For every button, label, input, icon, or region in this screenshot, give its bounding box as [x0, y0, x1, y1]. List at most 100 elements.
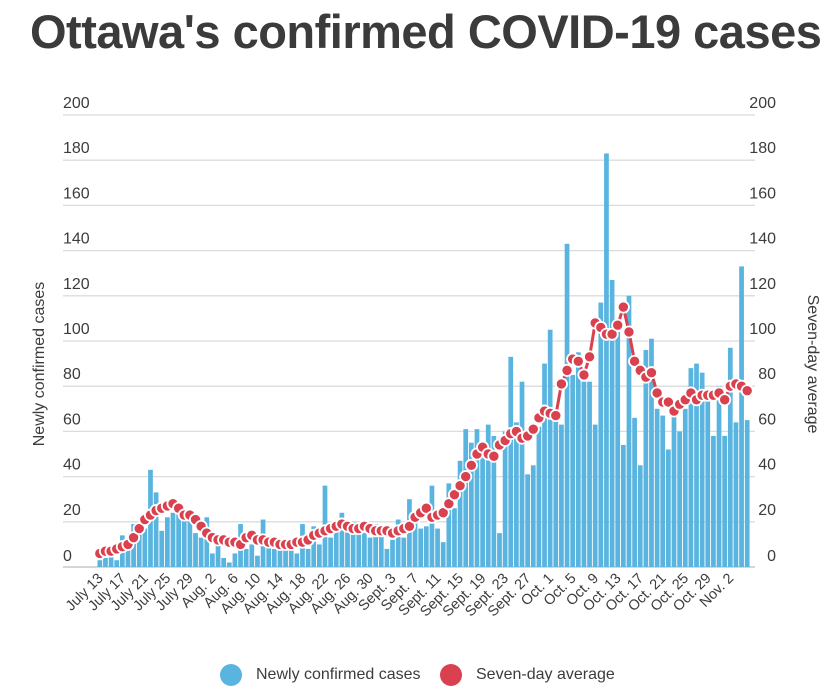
bar: [215, 537, 221, 567]
bar: [429, 485, 435, 567]
bar: [210, 553, 215, 567]
average-point: [419, 501, 433, 515]
bar: [739, 266, 744, 567]
bar: [367, 537, 373, 567]
bar: [643, 350, 649, 567]
average-point: [132, 522, 146, 536]
y-tick-left: 80: [63, 366, 81, 383]
bar: [626, 295, 632, 567]
average-point: [605, 327, 619, 341]
page-title: Ottawa's confirmed COVID-19 cases: [30, 5, 822, 58]
average-point: [526, 422, 540, 436]
y-tick-left: 100: [63, 321, 90, 338]
bar: [620, 444, 626, 567]
legend-label-average: Seven-day average: [476, 666, 615, 683]
bar: [170, 512, 176, 567]
bar: [536, 426, 542, 567]
average-point: [453, 479, 467, 493]
bar: [733, 422, 739, 567]
average-point: [549, 409, 563, 423]
y-axis-left-ticks: 0 20 40 60 80 100 120 140 160 180 200: [63, 95, 90, 565]
y-tick-right: 60: [758, 411, 776, 428]
average-point: [644, 366, 658, 380]
average-point: [487, 449, 501, 463]
bar: [491, 435, 497, 567]
legend-item-average: Seven-day average: [440, 660, 615, 690]
bar: [694, 363, 699, 567]
bar: [418, 528, 424, 567]
bar: [136, 533, 142, 567]
bar: [328, 537, 333, 567]
bar: [333, 530, 339, 567]
bar: [457, 460, 463, 567]
bar: [440, 542, 446, 567]
y-tick-right: 20: [758, 502, 776, 519]
bar: [632, 417, 637, 567]
y-tick-left: 60: [63, 411, 81, 428]
bar: [243, 548, 249, 567]
average-point: [436, 506, 450, 520]
bar: [221, 557, 227, 567]
bar: [480, 449, 485, 567]
bar: [165, 517, 170, 567]
bar: [271, 548, 277, 567]
bar: [266, 546, 272, 567]
bar: [339, 512, 345, 567]
bar: [587, 381, 592, 567]
bar: [362, 528, 367, 567]
y-tick-left: 0: [63, 548, 72, 565]
bar: [283, 544, 288, 567]
y-tick-right: 120: [749, 276, 776, 293]
bar: [542, 363, 547, 567]
bar: [604, 153, 609, 568]
y-tick-right: 180: [749, 140, 776, 157]
bar: [142, 528, 148, 567]
bar: [407, 499, 412, 567]
bar: [356, 528, 362, 567]
bar: [305, 548, 311, 567]
average-point: [560, 363, 574, 377]
y-tick-right: 200: [749, 95, 776, 112]
bar: [744, 420, 750, 567]
bar: [446, 483, 452, 567]
bar: [682, 408, 688, 567]
y-tick-left: 40: [63, 457, 81, 474]
bar: [463, 429, 469, 567]
average-point: [577, 368, 591, 382]
bar-series: [97, 153, 750, 568]
bar: [598, 302, 604, 567]
bar: [181, 515, 187, 567]
average-point: [718, 393, 732, 407]
bar: [705, 397, 711, 567]
y-tick-right: 100: [749, 321, 776, 338]
y-tick-right: 0: [767, 548, 776, 565]
average-point: [402, 519, 416, 533]
bar: [514, 422, 519, 567]
average-point: [628, 354, 642, 368]
bar: [485, 424, 491, 567]
bar: [176, 512, 181, 567]
average-point: [554, 377, 568, 391]
bar: [637, 465, 643, 567]
legend-swatch-cases: [220, 664, 242, 686]
bar: [159, 530, 165, 567]
legend-item-cases: Newly confirmed cases: [220, 660, 421, 690]
bar: [187, 517, 193, 567]
bar: [519, 381, 525, 567]
average-point: [571, 354, 585, 368]
y-tick-left: 140: [63, 231, 90, 248]
y-tick-left: 200: [63, 95, 90, 112]
chart: 0 20 40 60 80 100 120 140 160 180 200 0 20 40 60 80 100…: [31, 95, 821, 621]
bar: [615, 331, 621, 567]
bar: [97, 560, 103, 567]
bar: [553, 408, 559, 567]
legend: Newly confirmed cases Seven-day average: [0, 660, 830, 690]
bar: [395, 519, 401, 567]
average-point: [447, 488, 461, 502]
average-point: [583, 350, 597, 364]
bar: [502, 431, 508, 567]
bar: [277, 542, 283, 567]
bar: [226, 562, 232, 567]
bar: [581, 381, 587, 567]
